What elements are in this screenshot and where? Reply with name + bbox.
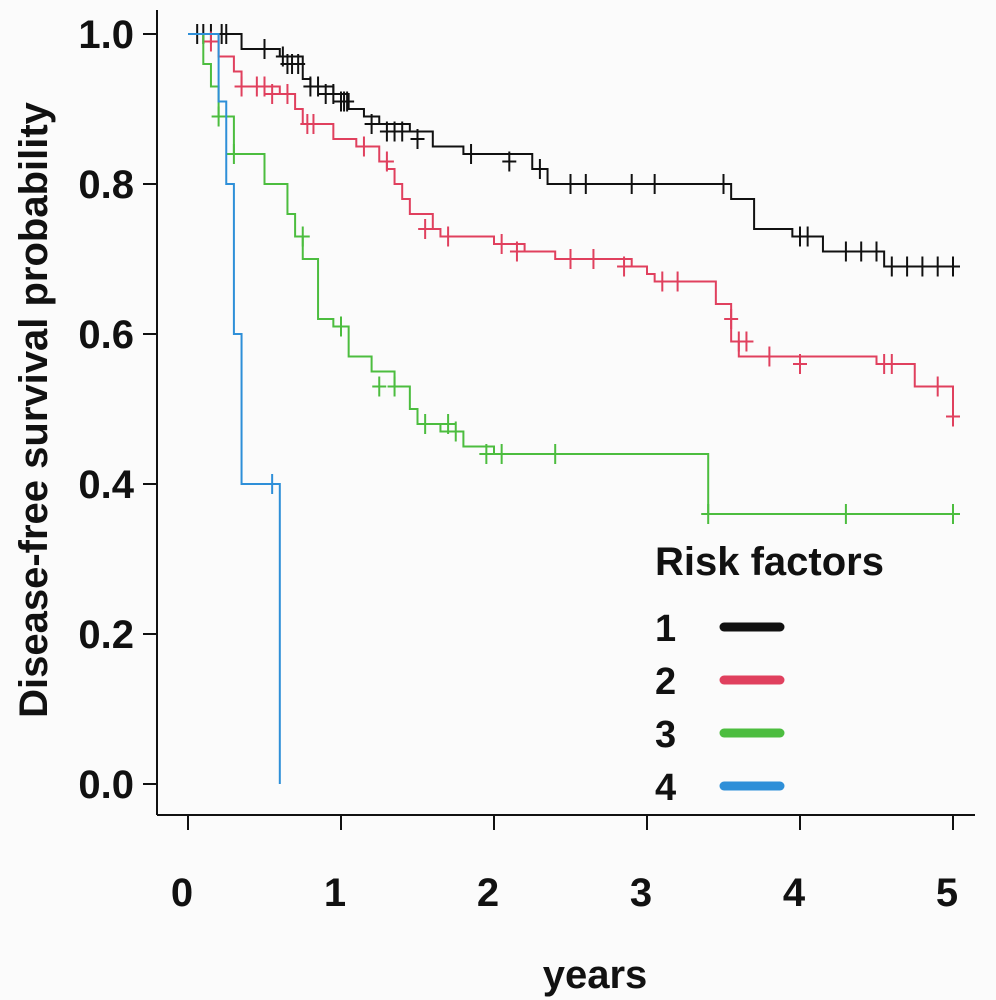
x-tick-label: 5 [936, 871, 958, 915]
y-tick-label: 0.4 [78, 463, 134, 507]
legend-label-4: 4 [655, 767, 676, 809]
legend-label-2: 2 [655, 661, 676, 703]
y-tick-label: 1.0 [78, 13, 134, 57]
legend: Risk factors 1 2 3 4 [655, 540, 884, 809]
series-3 [188, 33, 960, 524]
series-3-line [188, 33, 953, 515]
legend-label-1: 1 [655, 608, 676, 650]
series-2 [188, 31, 960, 427]
x-tick-label: 0 [171, 871, 193, 915]
legend-label-3: 3 [655, 714, 676, 756]
y-tick-label: 0.6 [78, 313, 134, 357]
x-tick-label: 3 [630, 871, 652, 915]
x-tick-label: 4 [783, 871, 806, 915]
y-tick-label: 0.2 [78, 613, 134, 657]
series-1-line [188, 33, 953, 268]
series-layer [188, 24, 960, 784]
y-tick-label: 0.8 [78, 163, 134, 207]
x-tick-label: 2 [477, 871, 499, 915]
axes: 0.0 0.2 0.4 0.6 0.8 1.0 0 1 2 3 4 5 years Disease-fre… [12, 10, 975, 997]
series-4 [188, 33, 281, 784]
x-tick-label: 1 [324, 871, 346, 915]
y-axis-title: Disease-free survival probability [12, 101, 56, 718]
y-tick-label: 0.0 [78, 763, 134, 807]
series-2-line [188, 33, 954, 417]
series-1 [188, 24, 960, 277]
legend-title: Risk factors [655, 540, 884, 584]
x-axis-title: years [543, 953, 648, 997]
